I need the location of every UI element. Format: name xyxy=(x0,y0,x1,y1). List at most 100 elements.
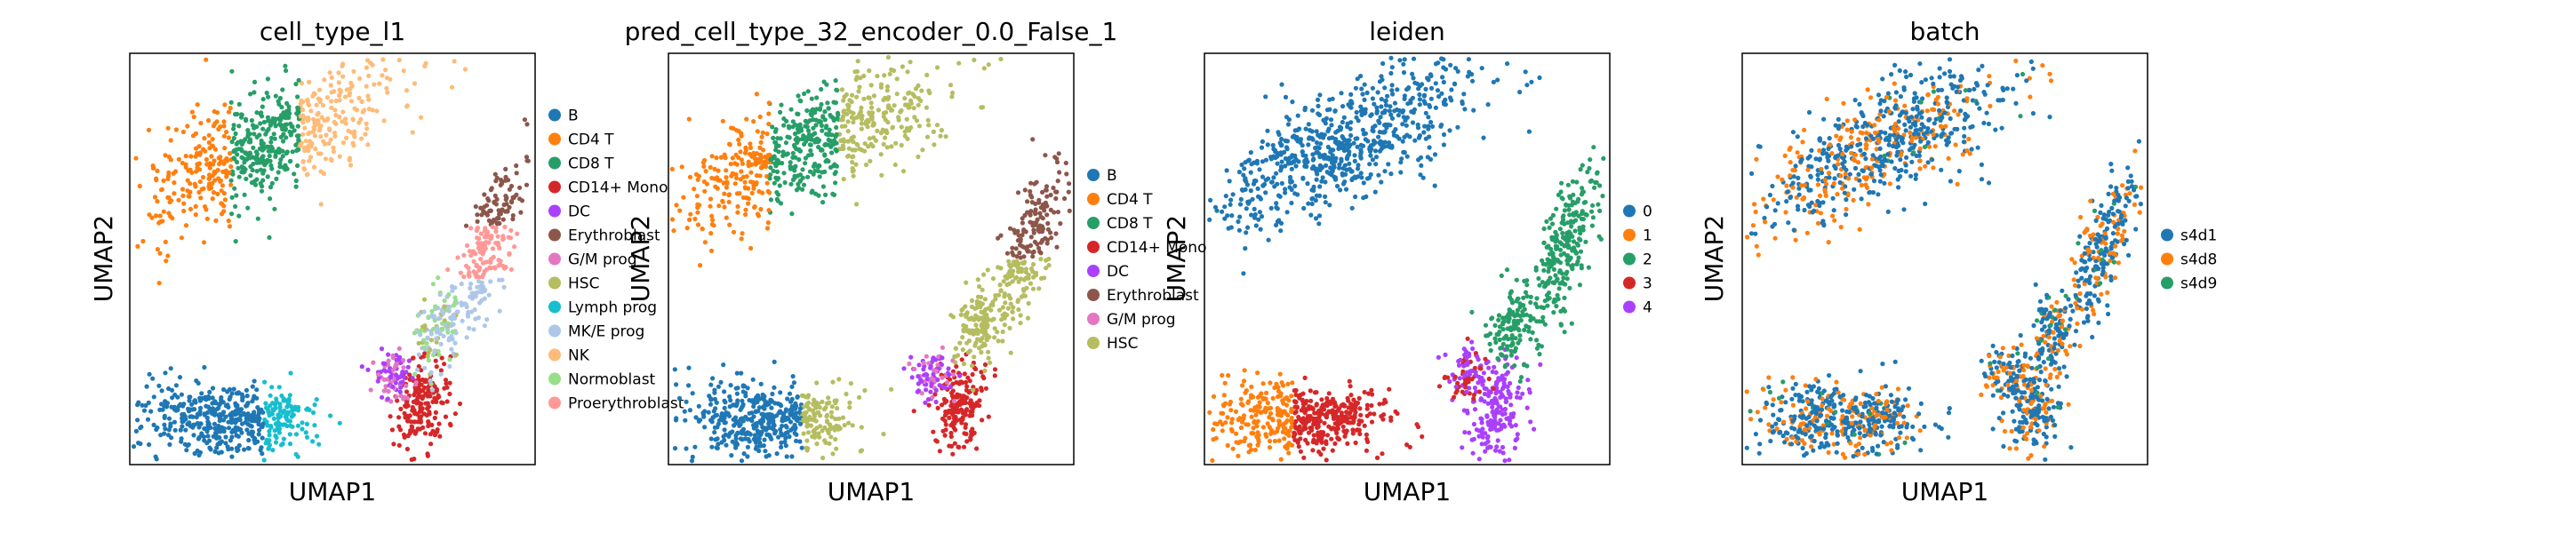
scatter-point xyxy=(1402,96,1407,101)
scatter-point xyxy=(302,125,308,131)
scatter-point xyxy=(772,385,777,390)
scatter-point xyxy=(947,415,952,420)
scatter-point xyxy=(426,358,431,363)
scatter-point xyxy=(1346,398,1351,403)
scatter-point xyxy=(1318,163,1324,169)
scatter-point xyxy=(824,157,830,163)
scatter-point xyxy=(1290,134,1295,139)
scatter-point xyxy=(1383,99,1388,104)
scatter-point xyxy=(1376,134,1381,139)
scatter-point xyxy=(740,174,747,179)
scatter-point xyxy=(781,123,787,128)
scatter-point xyxy=(740,418,746,424)
scatter-point xyxy=(1495,438,1500,443)
scatter-point xyxy=(739,370,744,376)
scatter-point xyxy=(967,348,972,354)
scatter-point xyxy=(1063,160,1068,166)
scatter-point xyxy=(196,436,202,442)
scatter-point xyxy=(708,382,714,387)
scatter-point xyxy=(728,162,733,167)
scatter-point xyxy=(703,169,708,174)
scatter-point xyxy=(820,200,826,205)
scatter-point xyxy=(942,400,948,405)
scatter-point xyxy=(169,387,175,393)
scatter-point xyxy=(808,423,814,428)
scatter-point xyxy=(1490,423,1495,428)
scatter-point xyxy=(822,109,828,115)
scatter-point xyxy=(270,448,276,453)
scatter-point xyxy=(714,155,719,161)
scatter-point xyxy=(1388,104,1393,109)
scatter-point xyxy=(1015,190,1021,195)
scatter-point xyxy=(194,415,199,420)
scatter-point xyxy=(1388,171,1394,177)
scatter-point xyxy=(193,212,198,218)
scatter-point xyxy=(916,374,921,379)
scatter-point xyxy=(1501,385,1507,390)
scatter-point xyxy=(1293,136,1299,141)
scatter-point xyxy=(1279,136,1284,142)
scatter-point xyxy=(1048,192,1053,198)
scatter-point xyxy=(943,427,948,433)
scatter-point xyxy=(212,158,217,163)
scatter-point xyxy=(1480,426,1485,432)
scatter-point xyxy=(1410,120,1416,125)
scatter-point xyxy=(449,346,454,352)
scatter-point xyxy=(1268,410,1274,416)
scatter-point xyxy=(404,103,410,108)
scatter-point xyxy=(163,426,168,432)
scatter-point xyxy=(816,193,821,198)
scatter-point xyxy=(468,253,474,259)
scatter-point xyxy=(310,439,316,444)
scatter-point xyxy=(1283,187,1288,192)
scatter-point xyxy=(1310,440,1316,445)
scatter-point xyxy=(1308,388,1313,394)
scatter-point xyxy=(766,418,772,424)
scatter-point xyxy=(1493,370,1499,375)
scatter-point xyxy=(940,384,946,390)
scatter-point xyxy=(211,144,216,149)
scatter-point xyxy=(1502,458,1508,464)
scatter-point xyxy=(832,427,837,433)
scatter-point xyxy=(231,386,236,392)
scatter-point xyxy=(1030,220,1036,226)
scatter-point xyxy=(1308,404,1314,410)
scatter-point xyxy=(1214,421,1220,426)
scatter-point xyxy=(723,420,728,426)
scatter-point xyxy=(1484,413,1490,418)
legend-label: Erythroblast xyxy=(568,227,660,245)
scatter-point xyxy=(847,405,852,410)
scatter-point xyxy=(1252,206,1257,211)
scatter-point xyxy=(1034,179,1039,185)
scatter-point xyxy=(1500,450,1506,456)
scatter-point xyxy=(158,433,164,438)
scatter-point xyxy=(890,124,896,130)
scatter-point xyxy=(1314,139,1319,146)
scatter-point xyxy=(145,417,151,422)
scatter-point xyxy=(1226,373,1231,378)
scatter-point xyxy=(157,213,163,219)
scatter-point xyxy=(827,127,832,132)
scatter-point xyxy=(797,421,804,426)
scatter-point xyxy=(1360,143,1366,148)
scatter-point xyxy=(829,150,835,155)
scatter-point xyxy=(404,88,410,93)
scatter-point xyxy=(1276,218,1282,223)
scatter-point xyxy=(428,394,433,399)
scatter-point xyxy=(1031,230,1036,235)
scatter-point xyxy=(739,169,744,174)
scatter-point xyxy=(337,115,342,120)
scatter-point xyxy=(249,118,254,123)
scatter-point xyxy=(1504,416,1509,421)
legend-marker xyxy=(548,300,561,314)
scatter-point xyxy=(762,406,767,411)
scatter-point xyxy=(135,243,140,249)
scatter-point xyxy=(918,98,924,104)
scatter-point xyxy=(751,426,756,431)
scatter-point xyxy=(1353,400,1358,405)
scatter-point xyxy=(218,155,223,160)
scatter-point xyxy=(1008,301,1013,306)
scatter-point xyxy=(1311,187,1316,193)
scatter-point xyxy=(209,154,214,159)
